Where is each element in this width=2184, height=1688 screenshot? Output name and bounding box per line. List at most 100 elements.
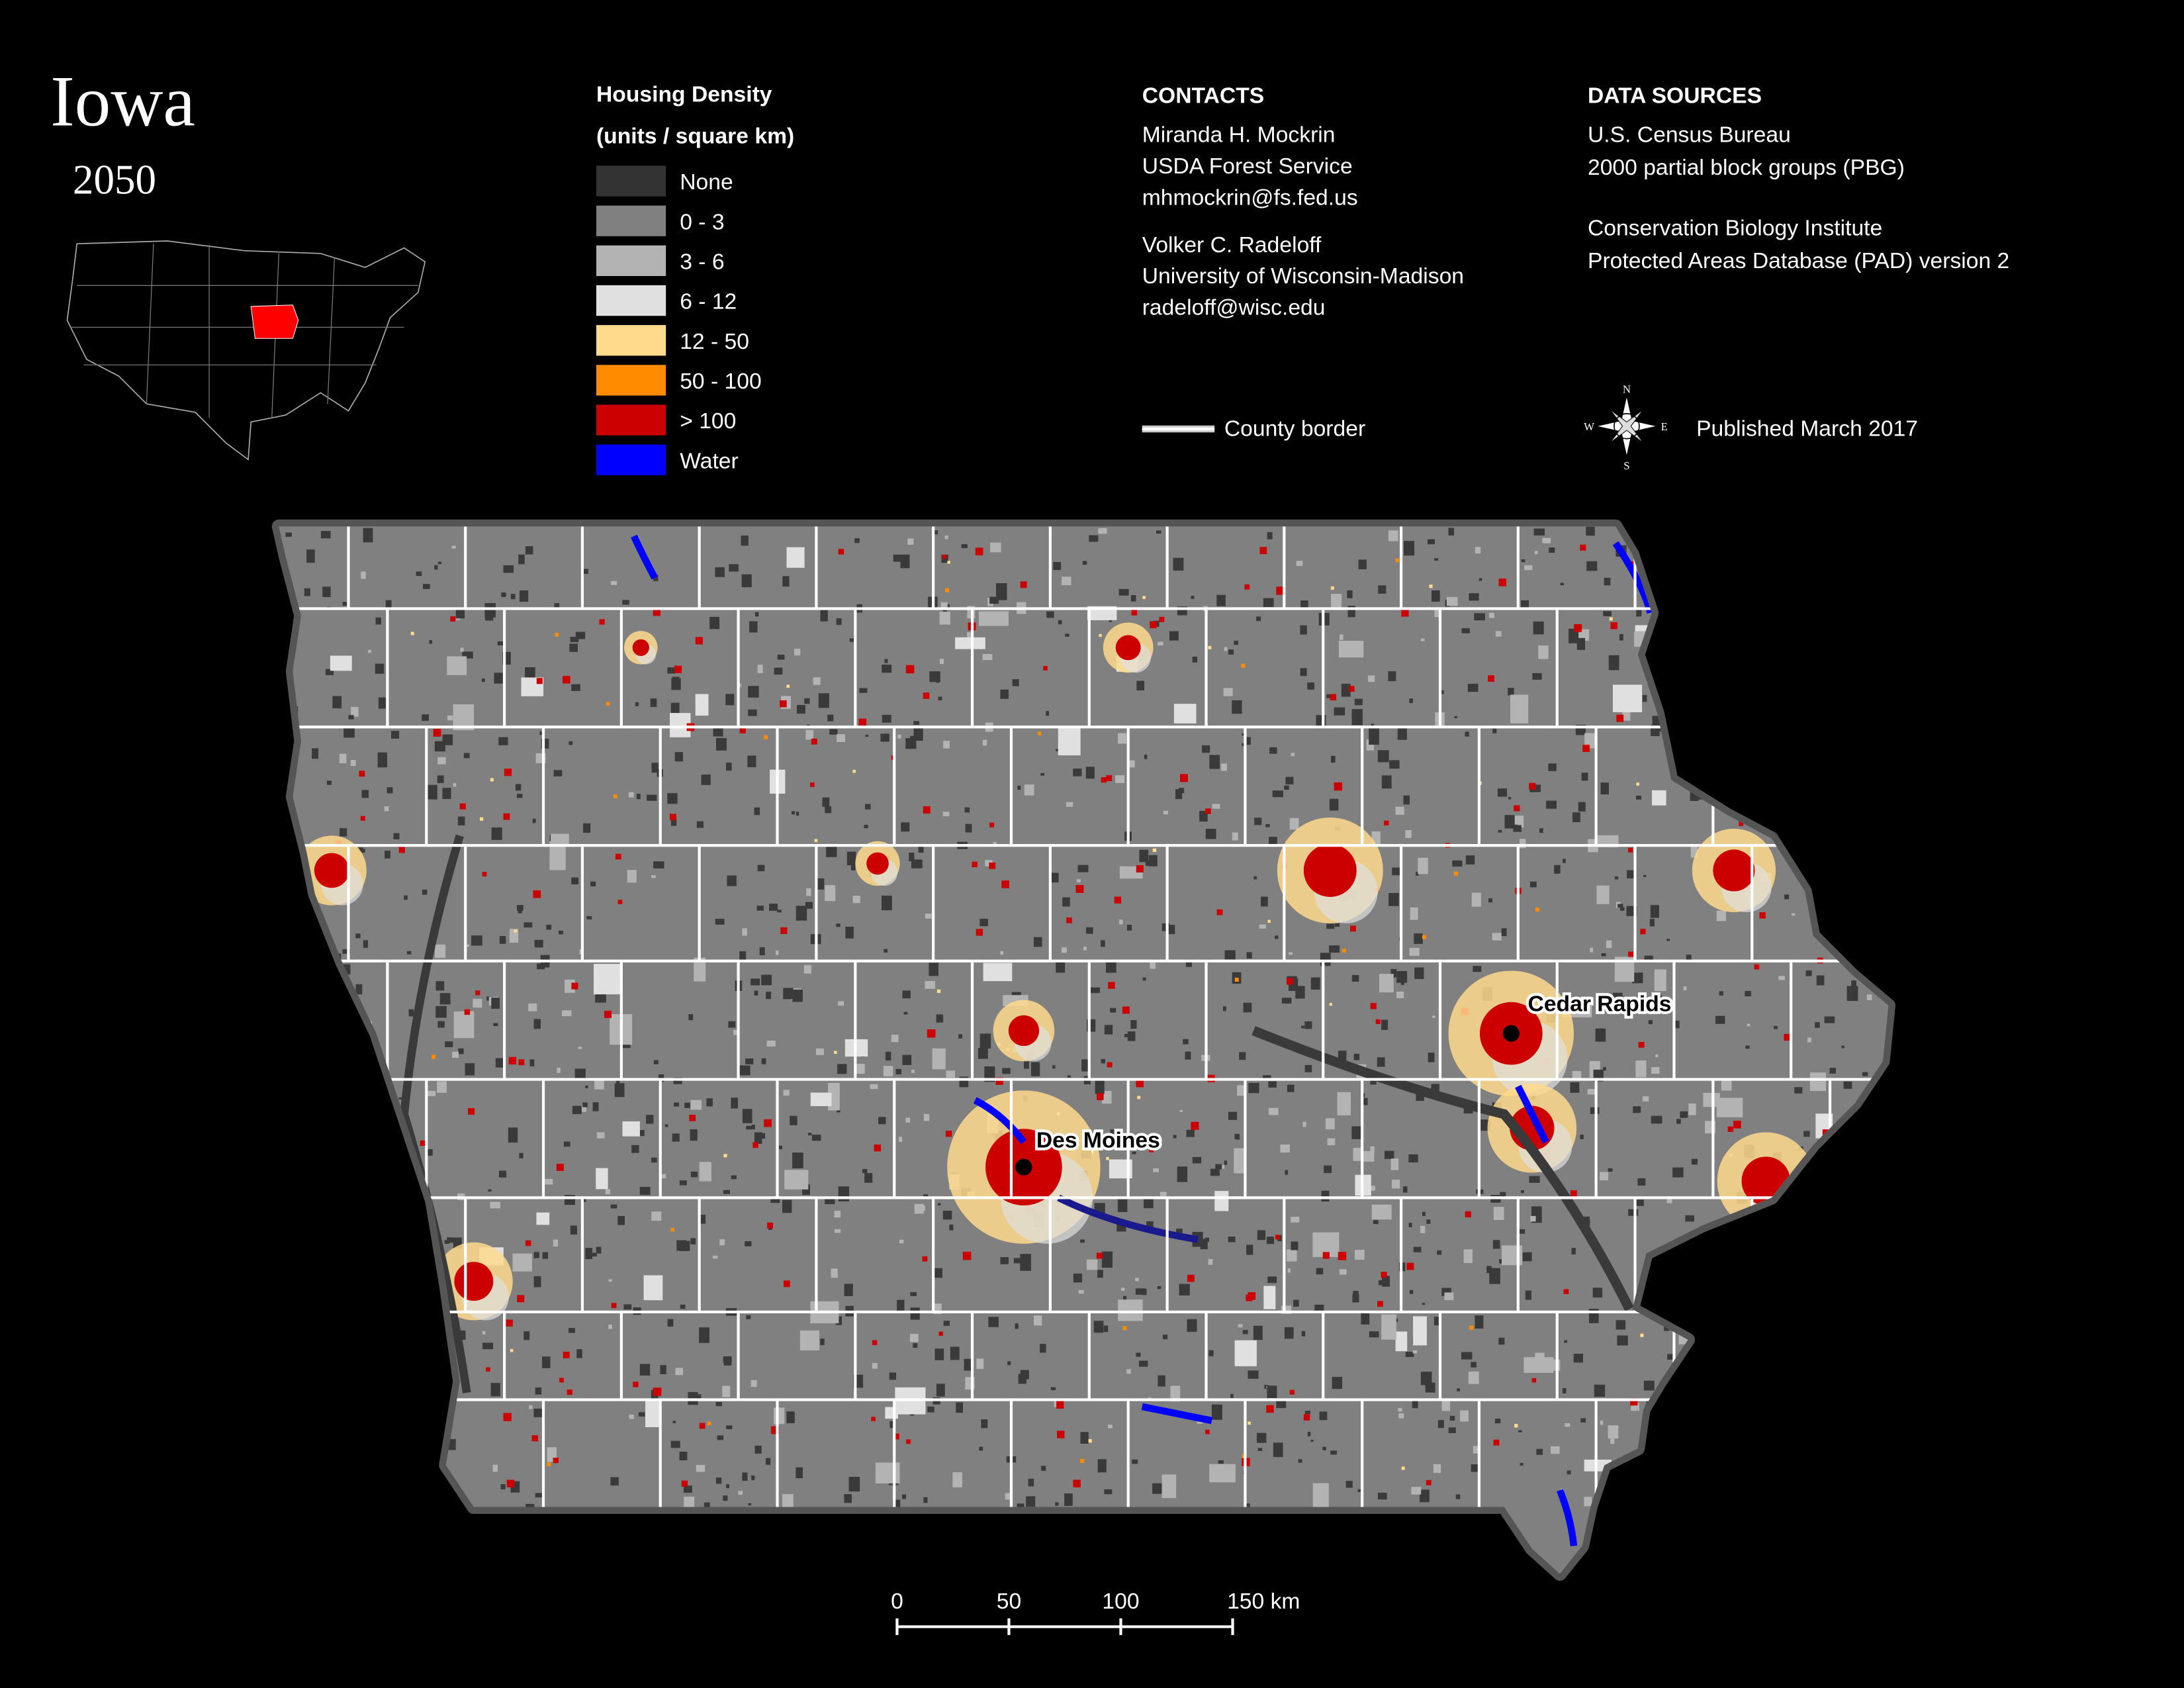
density-patch xyxy=(1148,855,1158,867)
density-patch xyxy=(925,980,936,989)
density-patch xyxy=(1304,1021,1312,1029)
town xyxy=(922,1256,928,1262)
density-patch xyxy=(988,1317,999,1327)
density-patch xyxy=(1214,1191,1229,1211)
data-sources-title: DATA SOURCES xyxy=(1588,84,1762,109)
density-patch xyxy=(1040,1466,1046,1471)
density-patch xyxy=(1117,1199,1128,1213)
town xyxy=(604,1010,612,1018)
density-patch xyxy=(1449,1415,1455,1421)
density-patch xyxy=(1310,1440,1314,1442)
density-patch xyxy=(1101,940,1105,947)
density-patch xyxy=(488,1189,492,1192)
density-patch xyxy=(1202,745,1210,753)
town xyxy=(1375,1019,1381,1024)
density-patch xyxy=(679,1451,688,1461)
density-patch xyxy=(1285,1170,1289,1175)
density-patch xyxy=(1379,974,1394,993)
density-patch xyxy=(749,621,758,633)
legend-swatch xyxy=(596,404,666,436)
density-patch xyxy=(1841,1045,1844,1049)
town xyxy=(1205,1429,1210,1434)
town xyxy=(475,990,480,996)
density-patch xyxy=(1012,679,1019,686)
density-patch xyxy=(757,865,765,872)
density-patch xyxy=(901,822,910,832)
town xyxy=(1275,1235,1281,1240)
density-patch xyxy=(1604,577,1611,586)
town xyxy=(767,1222,774,1229)
town xyxy=(1122,1326,1127,1331)
density-patch xyxy=(1461,628,1470,633)
legend-label: 0 - 3 xyxy=(680,210,724,234)
town xyxy=(1727,1126,1733,1132)
density-patch xyxy=(1533,528,1545,536)
density-patch xyxy=(1033,937,1042,947)
town xyxy=(1636,782,1639,786)
density-patch xyxy=(1504,815,1515,829)
density-patch xyxy=(592,1102,599,1111)
density-patch xyxy=(742,1472,748,1481)
density-patch xyxy=(429,640,433,644)
density-patch xyxy=(1377,1057,1385,1067)
density-patch xyxy=(1310,977,1320,990)
density-patch xyxy=(739,1065,751,1076)
density-patch xyxy=(533,1276,541,1288)
density-patch xyxy=(1205,1237,1209,1243)
town xyxy=(944,588,950,592)
density-patch xyxy=(447,656,467,675)
county-border-label: County border xyxy=(1224,417,1365,442)
density-patch xyxy=(534,939,543,948)
town xyxy=(1303,1414,1310,1421)
density-patch xyxy=(629,1414,634,1419)
town xyxy=(486,1367,490,1372)
density-patch xyxy=(406,951,412,955)
density-patch xyxy=(1674,1020,1680,1029)
density-patch xyxy=(1532,673,1542,680)
density-patch xyxy=(1587,1089,1596,1095)
density-patch xyxy=(1419,1489,1430,1503)
town xyxy=(1150,621,1157,629)
density-patch xyxy=(1123,1295,1127,1301)
density-patch xyxy=(636,794,641,800)
town xyxy=(1493,1439,1500,1446)
town xyxy=(563,676,570,684)
density-patch xyxy=(342,949,351,954)
density-patch xyxy=(1192,1156,1202,1164)
density-patch xyxy=(1501,928,1507,937)
city-label: Des Moines xyxy=(1036,1129,1160,1153)
density-patch xyxy=(1287,1084,1295,1092)
density-patch xyxy=(936,1383,945,1397)
density-patch xyxy=(1437,1420,1444,1429)
density-patch xyxy=(1815,1022,1820,1028)
contact-line: University of Wisconsin-Madison xyxy=(1142,264,1464,289)
density-patch xyxy=(326,780,332,785)
density-patch xyxy=(1000,951,1004,955)
density-patch xyxy=(1520,1190,1524,1194)
town xyxy=(420,1140,426,1147)
density-patch xyxy=(557,1067,561,1073)
density-patch xyxy=(893,554,901,562)
density-patch xyxy=(495,1058,504,1068)
water-body xyxy=(631,534,658,580)
town xyxy=(563,1351,570,1358)
town xyxy=(906,1439,911,1444)
town xyxy=(1246,1294,1253,1301)
density-patch xyxy=(1177,1166,1188,1182)
density-patch xyxy=(1525,1290,1531,1300)
density-patch xyxy=(1156,530,1161,534)
density-patch xyxy=(1569,628,1579,643)
density-patch xyxy=(355,984,363,995)
density-patch xyxy=(437,561,442,565)
density-patch xyxy=(748,686,759,698)
legend-label: > 100 xyxy=(680,409,736,434)
density-patch xyxy=(946,1070,956,1078)
density-patch xyxy=(1064,1493,1073,1506)
town xyxy=(858,718,867,727)
density-patch xyxy=(575,632,586,639)
density-patch xyxy=(910,1307,920,1320)
density-patch xyxy=(1448,528,1455,536)
density-patch xyxy=(799,1330,820,1351)
town xyxy=(506,1319,513,1327)
